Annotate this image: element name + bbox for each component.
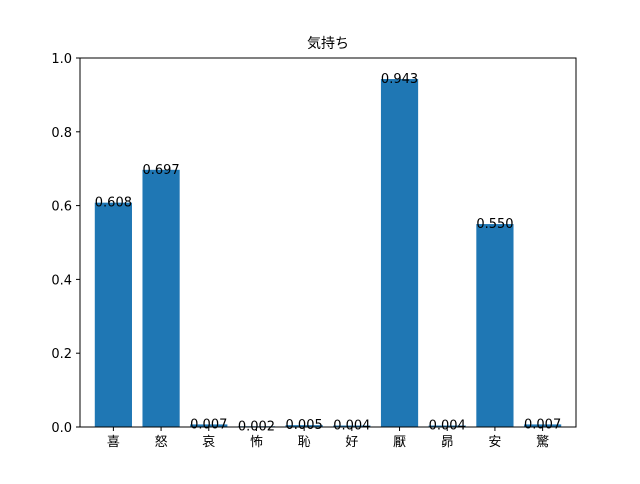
bar-value-label-9: 0.007 xyxy=(524,417,561,432)
x-tick-label-4: 恥 xyxy=(298,435,311,450)
bar-4 xyxy=(285,425,323,427)
x-tick-label-3: 怖 xyxy=(250,434,263,450)
x-tick-label-7: 昴 xyxy=(441,435,454,450)
y-tick-label-0: 0.0 xyxy=(51,421,72,436)
bar-5 xyxy=(333,425,371,427)
bar-0 xyxy=(94,202,132,427)
x-tick-label-2: 哀 xyxy=(202,435,215,450)
bar-value-label-1: 0.697 xyxy=(142,163,179,178)
chart-title: 気持ち xyxy=(307,36,349,52)
x-tick-label-8: 安 xyxy=(488,435,501,450)
bar-2 xyxy=(190,424,228,427)
plot-frame xyxy=(79,57,577,428)
y-axis: 0.0 0.2 0.4 0.6 0.8 1.0 xyxy=(51,52,80,436)
y-tick-label-2: 0.4 xyxy=(51,273,72,288)
x-tick-label-5: 好 xyxy=(345,435,358,450)
bar-value-label-7: 0.004 xyxy=(429,419,466,434)
bars-group xyxy=(94,79,562,428)
bar-value-label-6: 0.943 xyxy=(381,72,418,87)
x-tick-label-1: 怒 xyxy=(155,435,168,450)
bar-value-label-4: 0.005 xyxy=(286,418,323,433)
bar-8 xyxy=(476,224,514,427)
x-tick-label-9: 驚 xyxy=(536,434,549,450)
x-tick-label-0: 喜 xyxy=(107,435,120,450)
x-axis: 喜怒哀怖恥好厭昴安驚 xyxy=(107,427,549,450)
bar-value-label-2: 0.007 xyxy=(190,417,227,432)
x-tick-label-6: 厭 xyxy=(393,435,406,450)
bar-7 xyxy=(428,425,466,427)
bar-9 xyxy=(524,424,562,427)
bar-1 xyxy=(142,169,180,427)
y-tick-label-1: 0.2 xyxy=(51,347,72,362)
bar-6 xyxy=(380,79,419,428)
y-tick-label-5: 1.0 xyxy=(51,52,72,67)
bar-value-label-5: 0.004 xyxy=(333,419,370,434)
y-tick-label-3: 0.6 xyxy=(51,200,72,215)
bar-value-label-0: 0.608 xyxy=(95,196,132,211)
y-tick-label-4: 0.8 xyxy=(51,126,72,141)
bar-value-label-8: 0.550 xyxy=(476,217,513,232)
